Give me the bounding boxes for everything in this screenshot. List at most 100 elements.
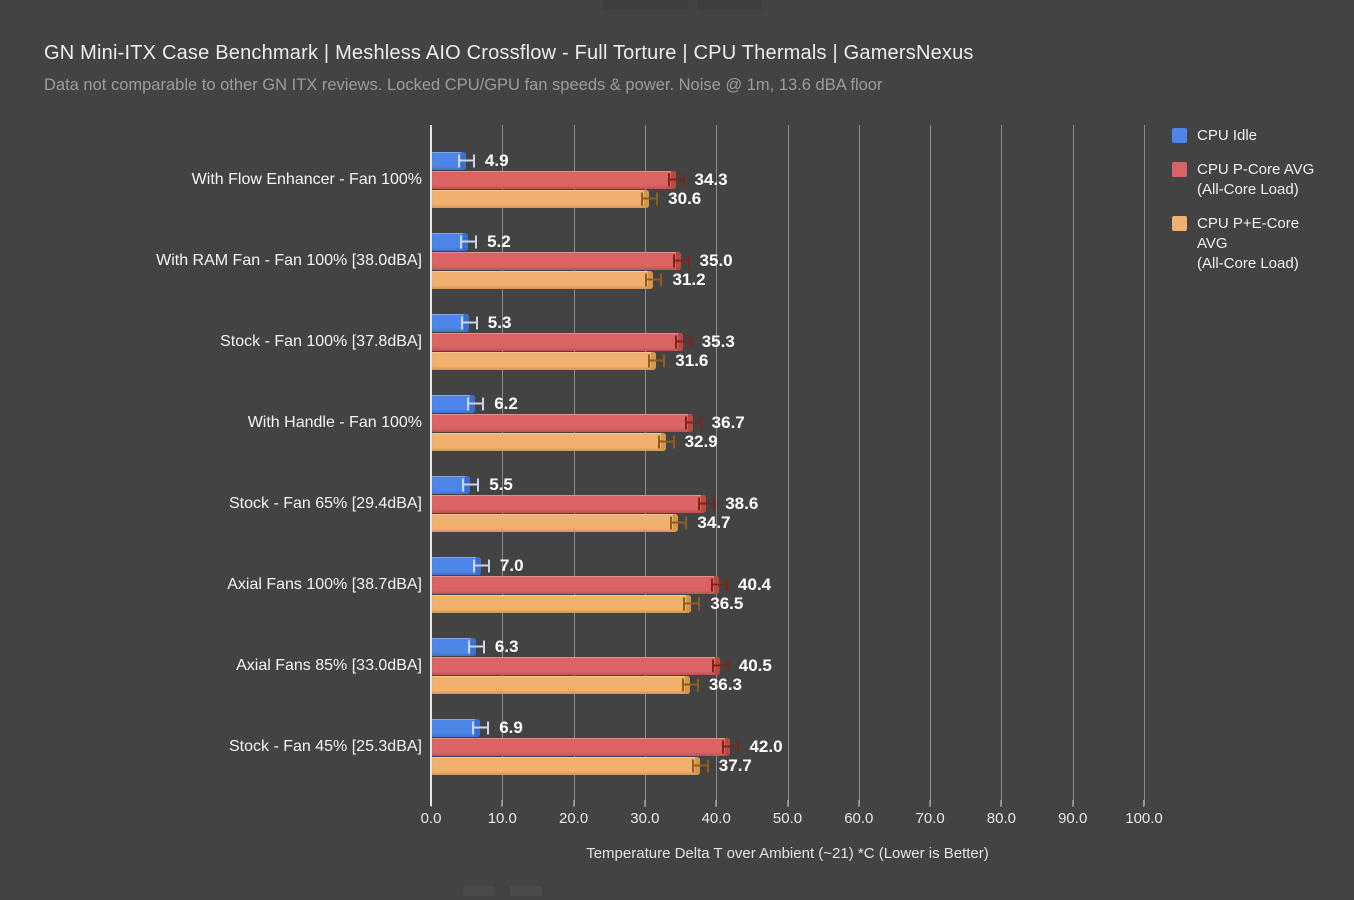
x-tick-label: 100.0 xyxy=(1125,810,1163,827)
bar-row: 5.2 xyxy=(431,232,1144,251)
bar-row: 6.9 xyxy=(431,718,1144,737)
error-bar xyxy=(657,435,675,448)
category-label: Stock - Fan 65% [29.4dBA] xyxy=(229,494,422,512)
bar-value-label: 5.2 xyxy=(487,231,511,251)
bar-row: 6.2 xyxy=(431,394,1144,413)
bar-value-label: 7.0 xyxy=(499,555,524,575)
x-tick-label: 80.0 xyxy=(986,810,1016,827)
bar xyxy=(431,270,663,289)
bar-value-label: 38.6 xyxy=(725,493,759,513)
error-bar xyxy=(698,497,716,510)
category-label-row: With Handle - Fan 100% xyxy=(0,382,422,463)
legend-label-line: CPU Idle xyxy=(1197,127,1258,144)
bar-group: 5.3 35.3 31.6 xyxy=(431,301,1144,382)
bar-group: 5.5 38.6 34.7 xyxy=(431,463,1144,544)
error-bar xyxy=(684,416,702,429)
bar xyxy=(431,556,490,575)
error-bar xyxy=(467,397,485,410)
error-bar xyxy=(670,516,688,529)
category-label: Axial Fans 85% [33.0dBA] xyxy=(236,656,422,674)
bar-row: 35.3 xyxy=(431,332,1144,351)
category-label: Stock - Fan 45% [25.3dBA] xyxy=(229,737,422,755)
bar-value-label: 34.3 xyxy=(694,169,728,189)
bar-value-label: 40.4 xyxy=(738,574,772,594)
legend-entry: CPU P+E-Core AVG (All-Core Load) xyxy=(1172,214,1348,274)
gridline xyxy=(502,125,504,806)
window-artifact xyxy=(463,886,495,896)
bar xyxy=(431,394,485,413)
bar-row: 40.4 xyxy=(431,575,1144,594)
bar-row: 35.0 xyxy=(431,251,1144,270)
legend-entry: CPU P-Core AVG (All-Core Load) xyxy=(1172,160,1348,200)
bar xyxy=(431,718,490,737)
x-tick-mark xyxy=(1000,800,1002,807)
bar xyxy=(431,513,688,532)
x-tick-label: 20.0 xyxy=(558,810,589,827)
plot-area: 4.9 34.3 30.6 5.2 35.0 31.2 5.3 35.3 31.6 6.2 36.7… xyxy=(430,125,1145,806)
error-bar xyxy=(667,173,685,186)
x-tick: 50.0 xyxy=(773,800,802,827)
category-label-row: Stock - Fan 65% [29.4dBA] xyxy=(0,463,422,544)
x-tick-label: 60.0 xyxy=(844,810,874,827)
bar-row: 34.3 xyxy=(431,170,1144,189)
legend-entry: CPU Idle xyxy=(1172,126,1348,146)
error-bar xyxy=(645,273,663,286)
bar-value-label: 31.6 xyxy=(675,350,709,370)
x-tick-mark xyxy=(786,800,788,807)
bar-row: 36.7 xyxy=(431,413,1144,432)
bar xyxy=(431,232,478,251)
bar-value-label: 31.2 xyxy=(672,269,706,289)
gridline xyxy=(1072,125,1074,806)
bar-row: 40.5 xyxy=(431,656,1144,675)
gridline xyxy=(858,125,860,806)
bar xyxy=(431,637,485,656)
gridline xyxy=(716,125,718,806)
x-tick-label: 40.0 xyxy=(701,810,731,827)
gridline xyxy=(930,125,932,806)
bar-value-label: 5.5 xyxy=(489,474,513,494)
x-tick: 60.0 xyxy=(844,800,873,827)
error-bar xyxy=(648,354,666,367)
bar-row: 36.3 xyxy=(431,675,1144,694)
bar-row: 42.0 xyxy=(431,737,1144,756)
bar-value-label: 36.5 xyxy=(710,593,744,613)
category-label-row: With Flow Enhancer - Fan 100% xyxy=(0,139,422,220)
bar-value-label: 40.5 xyxy=(738,655,772,675)
bar-value-label: 5.3 xyxy=(487,312,512,332)
error-bar xyxy=(711,659,729,672)
x-tick-mark xyxy=(1143,800,1145,807)
category-labels: With Flow Enhancer - Fan 100% With RAM Fa… xyxy=(0,125,431,806)
bar-group: 4.9 34.3 30.6 xyxy=(431,139,1144,220)
x-tick: 40.0 xyxy=(702,800,731,827)
bar-value-label: 6.9 xyxy=(499,717,523,737)
x-tick-label: 50.0 xyxy=(772,810,803,827)
legend-swatch xyxy=(1172,216,1187,231)
y-axis-line xyxy=(430,125,432,806)
x-tick-label: 90.0 xyxy=(1058,810,1088,827)
bar-value-label: 36.7 xyxy=(711,412,745,432)
bar xyxy=(431,494,716,513)
error-bar xyxy=(462,478,480,491)
bar-value-label: 6.2 xyxy=(494,393,518,413)
bar xyxy=(431,756,709,775)
bar xyxy=(431,675,699,694)
legend-label-line: CPU P+E-Core xyxy=(1197,215,1300,232)
bar-group: 7.0 40.4 36.5 xyxy=(431,544,1144,625)
error-bar xyxy=(681,678,699,691)
category-label: Stock - Fan 100% [37.8dBA] xyxy=(220,332,422,350)
bar-row: 6.3 xyxy=(431,637,1144,656)
bar-row: 31.2 xyxy=(431,270,1144,289)
x-tick-mark xyxy=(929,800,931,807)
legend-label-line: (All-Core Load) xyxy=(1197,255,1299,272)
x-axis-ticks: 0.0 10.0 20.0 30.0 40.0 50.0 60.0 70.0 80.0 90.0 1… xyxy=(421,800,1163,840)
bar xyxy=(431,251,690,270)
error-bar xyxy=(674,335,692,348)
window-artifact xyxy=(510,886,542,896)
category-label: With Handle - Fan 100% xyxy=(247,413,422,431)
category-label-row: Axial Fans 85% [33.0dBA] xyxy=(0,625,422,706)
bar-group: 6.2 36.7 32.9 xyxy=(431,382,1144,463)
chart-subtitle: Data not comparable to other GN ITX revi… xyxy=(44,76,883,94)
x-tick-label: 30.0 xyxy=(630,810,660,827)
x-tick-label: 0.0 xyxy=(420,810,442,827)
x-tick: 20.0 xyxy=(559,800,588,827)
